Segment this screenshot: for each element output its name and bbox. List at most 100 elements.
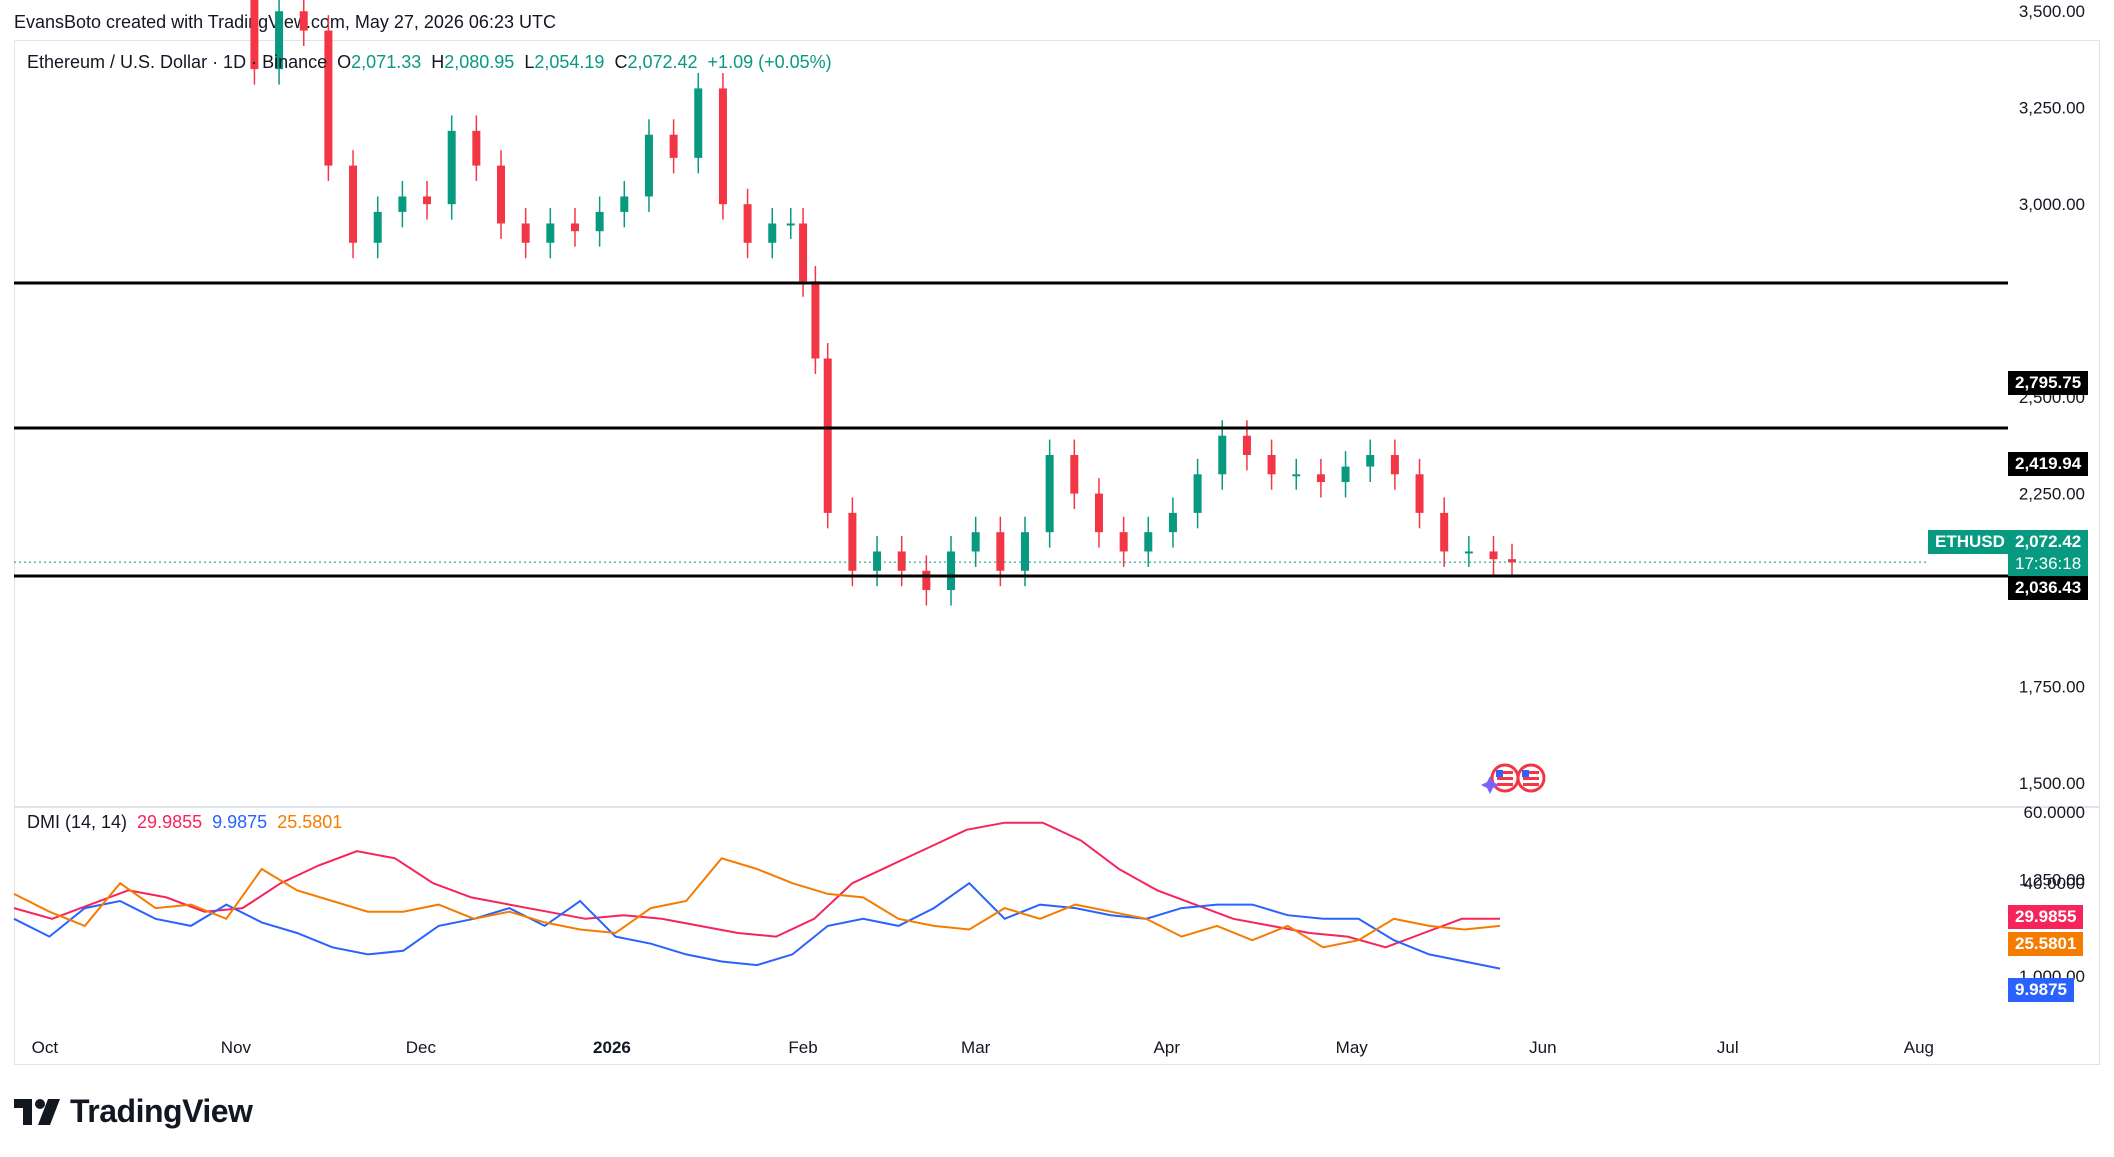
time-tick-label: Dec xyxy=(406,1038,437,1057)
candle-body xyxy=(1341,466,1350,483)
dmi-legend: DMI (14, 14) 29.9855 9.9875 25.5801 xyxy=(27,812,342,833)
us-flag-event-icon[interactable] xyxy=(1490,763,1520,793)
candle-body xyxy=(718,88,727,205)
candle-body xyxy=(1508,559,1516,563)
candle-body xyxy=(971,532,980,552)
candle-body xyxy=(947,551,956,591)
author-line: EvansBoto created with TradingView.com, … xyxy=(14,12,556,32)
adx-line xyxy=(13,821,1500,949)
plus-di-value: 25.5801 xyxy=(277,812,343,832)
candle-body xyxy=(1119,532,1128,552)
symbol-title[interactable]: Ethereum / U.S. Dollar · 1D · Binance xyxy=(27,52,328,72)
tradingview-logo-icon xyxy=(14,1098,60,1125)
minus-di-line xyxy=(13,881,1501,970)
candle-body xyxy=(423,196,432,205)
time-tick-label: Jun xyxy=(1529,1038,1556,1057)
candle-body xyxy=(1070,455,1079,494)
price-tick-label: 1,250.00 xyxy=(2019,870,2085,889)
time-tick-label: Jul xyxy=(1717,1038,1739,1057)
candle-body xyxy=(1267,455,1276,475)
candle-body xyxy=(398,196,407,212)
time-tick-label: Oct xyxy=(32,1038,59,1057)
open-value: 2,071.33 xyxy=(351,52,422,72)
candle-body xyxy=(786,223,795,226)
candle-body xyxy=(1242,435,1251,456)
low-label: L xyxy=(524,52,535,72)
candle-body xyxy=(694,88,703,158)
levels-group xyxy=(14,281,2008,578)
candle-body xyxy=(1292,474,1301,477)
chart-frame xyxy=(14,40,2100,1065)
price-tick-label: 3,000.00 xyxy=(2019,195,2085,214)
candle-body xyxy=(1440,512,1449,552)
price-tick-label: 1,750.00 xyxy=(2019,678,2085,697)
plus-di-tag: 25.5801 xyxy=(2008,932,2084,956)
candle-body xyxy=(349,165,358,243)
price-axis: 4,250.004,000.003,750.003,500.003,250.00… xyxy=(2019,2,2085,986)
candle-body xyxy=(1390,455,1399,475)
dmi-lines-group xyxy=(13,821,1501,970)
candle-body xyxy=(1045,455,1054,533)
candle-body xyxy=(620,196,629,212)
change-value: +1.09 (+0.05%) xyxy=(707,52,832,72)
sparkle-icon xyxy=(1481,776,1499,794)
candle-body xyxy=(275,11,284,70)
candle-body xyxy=(472,130,481,166)
candle-body xyxy=(447,130,456,205)
dmi-tick-label: 60.0000 xyxy=(2024,803,2085,822)
candle-body xyxy=(996,532,1005,571)
candles-group xyxy=(250,0,1516,606)
candle-body xyxy=(1415,474,1424,513)
price-tick-label: 3,500.00 xyxy=(2019,2,2085,21)
tradingview-logo[interactable]: TradingView xyxy=(14,1093,253,1130)
candle-body xyxy=(546,223,555,243)
adx-tag: 29.9855 xyxy=(2008,905,2084,929)
candle-body xyxy=(250,0,259,70)
time-tick-label: Nov xyxy=(221,1038,252,1057)
candle-body xyxy=(497,165,506,224)
candle-body xyxy=(1489,551,1498,560)
candle-body xyxy=(1168,512,1177,533)
candle-body xyxy=(1094,493,1103,533)
candle-body xyxy=(1218,435,1227,475)
close-value: 2,072.42 xyxy=(627,52,698,72)
brand-name: TradingView xyxy=(70,1093,253,1129)
candle-body xyxy=(669,134,678,158)
level-tag-resistance-2: 2,419.94 xyxy=(2008,452,2089,476)
price-tick-label: 1,500.00 xyxy=(2019,774,2085,793)
candle-body xyxy=(823,358,832,513)
candle-body xyxy=(1366,455,1375,467)
minus-di-tag: 9.9875 xyxy=(2008,978,2074,1002)
candle-body xyxy=(1193,474,1202,513)
price-tick-label: 2,250.00 xyxy=(2019,485,2085,504)
candle-body xyxy=(799,223,808,282)
adx-value: 29.9855 xyxy=(137,812,203,832)
candle-body xyxy=(897,551,906,571)
dmi-tick-label: 40.0000 xyxy=(2024,874,2085,893)
price-tick-label: 3,250.00 xyxy=(2019,99,2085,118)
level-tag-support-1: 2,036.43 xyxy=(2008,576,2089,600)
candle-body xyxy=(1020,532,1029,571)
time-tick-label: May xyxy=(1336,1038,1369,1057)
us-flag-event-icon[interactable] xyxy=(1516,763,1546,793)
level-tag-resistance-1: 2,795.75 xyxy=(2008,371,2089,395)
candle-body xyxy=(299,11,308,31)
dmi-title[interactable]: DMI (14, 14) xyxy=(27,812,128,832)
candle-body xyxy=(373,211,382,243)
ohlc-legend: Ethereum / U.S. Dollar · 1D · Binance O2… xyxy=(27,52,832,73)
candle-body xyxy=(922,570,931,591)
candle-body xyxy=(1316,474,1325,483)
candle-body xyxy=(324,30,333,166)
ticker-tag: ETHUSD xyxy=(1928,530,2012,554)
candle-body xyxy=(811,281,820,359)
high-label: H xyxy=(431,52,445,72)
candle-body xyxy=(1464,551,1473,554)
candle-body xyxy=(521,223,530,243)
candle-body xyxy=(848,512,857,571)
candle-body xyxy=(873,551,882,571)
time-tick-label: Mar xyxy=(961,1038,991,1057)
countdown-tag: 17:36:18 xyxy=(2008,552,2089,576)
time-axis: Oct Nov Dec 2026 Feb Mar Apr May Jun Jul Aug xyxy=(32,1038,1934,1057)
candle-body xyxy=(1144,532,1153,552)
